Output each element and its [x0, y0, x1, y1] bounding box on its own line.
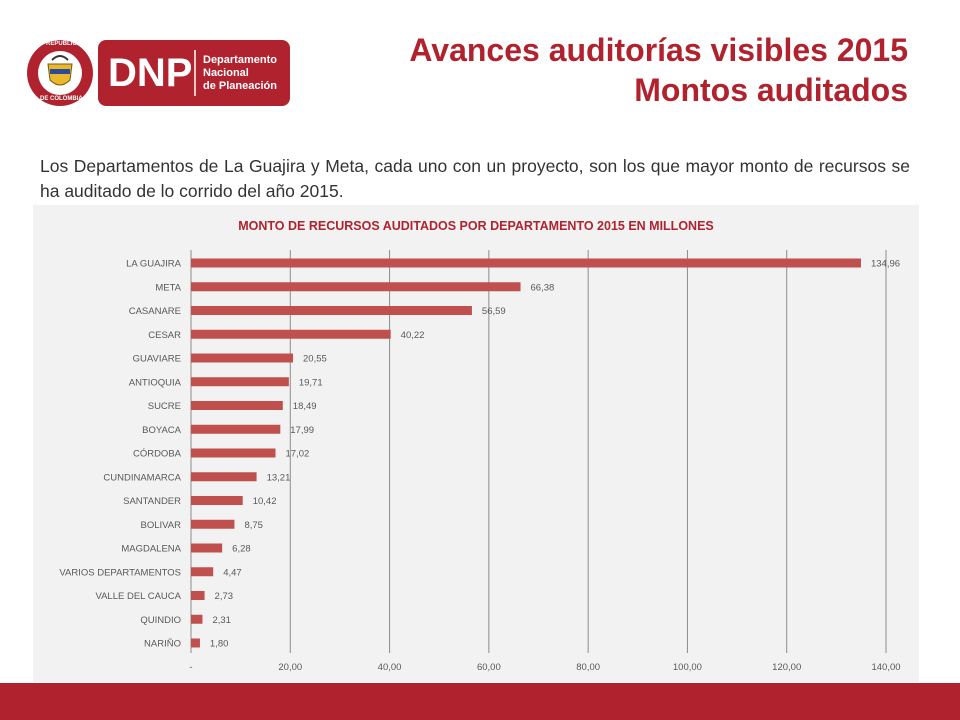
category-label: BOLIVAR [141, 520, 182, 531]
category-label: BOYACA [142, 425, 182, 436]
bar [191, 614, 203, 624]
value-label: 13,21 [267, 472, 291, 483]
bar [191, 519, 235, 529]
x-tick-label: 140,00 [871, 662, 900, 673]
bar [191, 401, 283, 410]
x-tick-label: 80,00 [576, 662, 600, 673]
value-label: 40,22 [401, 330, 425, 341]
logo-name-line3: de Planeación [203, 80, 277, 92]
category-label: CUNDINAMARCA [103, 472, 181, 483]
value-label: 2,73 [215, 591, 234, 602]
chart-panel: MONTO DE RECURSOS AUDITADOS POR DEPARTAM… [33, 205, 919, 682]
seal-text-top: REPÚBLICA [46, 41, 82, 47]
bar [191, 282, 521, 292]
x-tick-label: 120,00 [772, 662, 801, 673]
bars [191, 258, 861, 648]
x-tick-labels: - 20,00 40,00 60,00 80,00 100,00 120,00 140,00 [189, 662, 900, 673]
value-label: 2,31 [212, 615, 231, 626]
category-label: CESAR [148, 330, 181, 341]
dnp-logo: REPÚBLICA DE COLOMBIA DNP Departamento N… [26, 38, 290, 108]
bar [191, 472, 257, 482]
category-label: SANTANDER [123, 496, 181, 507]
x-tick-label: 60,00 [477, 662, 501, 673]
x-tick-label: 40,00 [378, 662, 402, 673]
value-label: 4,47 [223, 567, 242, 578]
category-label: CASANARE [129, 306, 181, 317]
bar [191, 638, 200, 648]
value-label: 17,02 [285, 449, 309, 460]
logo-name-line1: Departamento [203, 54, 277, 66]
intro-paragraph: Los Departamentos de La Guajira y Meta, … [40, 156, 910, 201]
bar [191, 567, 214, 577]
bar [191, 258, 861, 268]
dnp-logo-graphic [27, 40, 290, 106]
category-label: CÓRDOBA [133, 449, 182, 460]
category-label: LA GUAJIRA [126, 259, 182, 270]
value-labels: 134,96 66,38 56,59 40,22 20,55 19,71 18,49 17,9… [210, 259, 900, 650]
value-label: 134,96 [871, 259, 900, 270]
category-label: MAGDALENA [121, 544, 181, 555]
x-tick-label: - [189, 662, 192, 673]
logo-name: Departamento Nacional de Planeación [203, 54, 277, 93]
category-label: VARIOS DEPARTAMENTOS [59, 567, 181, 578]
value-label: 20,55 [303, 354, 327, 365]
bar [191, 448, 276, 458]
coat-of-arms-icon [47, 63, 73, 86]
category-label: VALLE DEL CAUCA [95, 591, 181, 602]
value-label: 66,38 [531, 282, 555, 293]
category-label: ANTIOQUIA [129, 377, 182, 388]
value-label: 19,71 [299, 377, 323, 388]
category-label: SUCRE [148, 401, 181, 412]
page-title-line2: Montos auditados [634, 72, 908, 108]
bar [191, 329, 391, 339]
bar [191, 543, 223, 553]
category-label: GUAVIARE [133, 354, 181, 365]
value-label: 1,80 [210, 639, 229, 650]
dnp-logo-box [98, 40, 290, 106]
x-tick-label: 100,00 [673, 662, 702, 673]
logo-name-line2: Nacional [203, 67, 249, 79]
logo-abbr: DNP [108, 51, 193, 95]
category-labels: LA GUAJIRA META CASANARE CESAR GUAVIARE ANTIO… [59, 259, 181, 650]
bar [191, 353, 294, 363]
bar [191, 424, 281, 434]
page-title: Avances auditorías visibles 2015 Montos … [409, 30, 908, 110]
value-label: 10,42 [253, 496, 277, 507]
value-label: 6,28 [232, 544, 251, 555]
bar [191, 591, 205, 600]
category-label: META [155, 282, 181, 293]
page-title-line1: Avances auditorías visibles 2015 [409, 32, 908, 68]
seal-text-bottom: DE COLOMBIA [40, 96, 83, 102]
value-label: 56,59 [482, 306, 506, 317]
bar [191, 377, 289, 387]
value-label: 18,49 [293, 401, 317, 412]
value-label: 8,75 [244, 520, 263, 531]
bar-chart: MONTO DE RECURSOS AUDITADOS POR DEPARTAM… [59, 219, 900, 673]
value-label: 17,99 [290, 425, 314, 436]
category-label: NARIÑO [144, 639, 181, 650]
condor-icon [51, 55, 69, 61]
bar [191, 496, 243, 505]
grid-lines [190, 250, 887, 653]
bar [191, 306, 472, 315]
x-tick-label: 20,00 [278, 662, 302, 673]
footer-bar [0, 683, 960, 720]
chart-title: MONTO DE RECURSOS AUDITADOS POR DEPARTAM… [238, 219, 714, 233]
category-label: QUINDIO [140, 615, 181, 626]
coat-of-arms-band [50, 69, 70, 74]
